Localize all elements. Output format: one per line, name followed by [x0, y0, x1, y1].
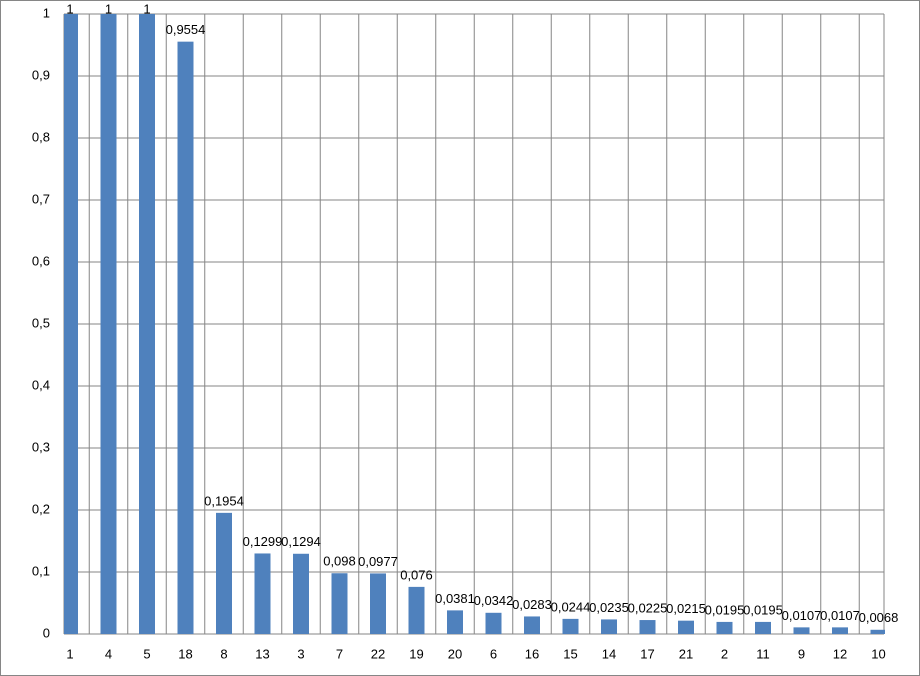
y-tick-label: 0,9 — [32, 67, 50, 82]
x-tick-label: 12 — [833, 646, 847, 661]
value-label: 0,0235 — [589, 600, 629, 615]
x-tick-label: 14 — [602, 646, 616, 661]
bar — [870, 629, 885, 634]
bar — [678, 620, 694, 634]
x-tick-label: 7 — [336, 646, 343, 661]
x-tick-label: 13 — [255, 646, 269, 661]
y-tick-label: 0,6 — [32, 253, 50, 268]
bar — [716, 621, 733, 634]
y-tick-label: 0,4 — [32, 377, 50, 392]
bar — [755, 621, 771, 634]
grid — [63, 13, 885, 635]
x-tick-label: 11 — [756, 646, 770, 661]
value-label: 0,0381 — [435, 591, 475, 606]
bar — [408, 586, 425, 634]
y-tick-label: 0 — [43, 625, 50, 640]
value-label: 0,0225 — [628, 600, 668, 615]
value-label: 1 — [105, 1, 112, 16]
x-tick-label: 5 — [143, 646, 150, 661]
x-tick-label: 19 — [409, 646, 423, 661]
bar — [254, 553, 271, 634]
y-tick-label: 0,7 — [32, 191, 50, 206]
value-label: 0,0068 — [859, 610, 899, 625]
y-tick-label: 0,8 — [32, 129, 50, 144]
x-tick-label: 21 — [679, 646, 693, 661]
value-label: 0,0195 — [743, 602, 783, 617]
value-label: 0,0107 — [820, 608, 860, 623]
x-tick-label: 6 — [490, 646, 497, 661]
bar — [562, 618, 579, 634]
value-label: 0,0215 — [666, 601, 706, 616]
value-label: 0,0342 — [474, 593, 514, 608]
value-label: 0,0107 — [782, 608, 822, 623]
labels: 00,10,20,30,40,50,60,70,80,91114151180,9… — [32, 1, 898, 661]
x-tick-label: 3 — [297, 646, 304, 661]
bar — [370, 573, 386, 634]
x-tick-label: 15 — [563, 646, 577, 661]
bar — [216, 512, 232, 634]
bar — [64, 14, 78, 634]
value-label: 0,0283 — [512, 597, 552, 612]
x-tick-label: 17 — [640, 646, 654, 661]
value-label: 0,1299 — [243, 534, 283, 549]
value-label: 0,0195 — [705, 602, 745, 617]
bar — [639, 620, 656, 634]
bar — [524, 616, 540, 634]
value-label: 0,9554 — [166, 22, 206, 37]
y-tick-label: 0,1 — [32, 563, 50, 578]
x-tick-label: 18 — [178, 646, 192, 661]
bar — [100, 14, 117, 634]
x-tick-label: 8 — [220, 646, 227, 661]
x-tick-label: 16 — [525, 646, 539, 661]
x-tick-label: 4 — [105, 646, 112, 661]
value-label: 0,0244 — [551, 599, 591, 614]
bar — [832, 627, 848, 634]
bar — [331, 573, 348, 634]
value-label: 0,098 — [323, 554, 356, 569]
x-tick-label: 9 — [798, 646, 805, 661]
value-label: 0,0977 — [358, 554, 398, 569]
y-tick-label: 1 — [43, 5, 50, 20]
bar — [601, 619, 617, 634]
value-label: 0,1954 — [204, 493, 244, 508]
y-tick-label: 0,3 — [32, 439, 50, 454]
x-tick-label: 10 — [871, 646, 885, 661]
bar — [793, 627, 810, 634]
y-tick-label: 0,2 — [32, 501, 50, 516]
y-tick-label: 0,5 — [32, 315, 50, 330]
bar — [293, 553, 309, 634]
x-tick-label: 20 — [448, 646, 462, 661]
bar — [447, 610, 463, 634]
x-tick-label: 1 — [66, 646, 73, 661]
value-label: 1 — [143, 1, 150, 16]
bar — [485, 612, 502, 634]
x-tick-label: 22 — [371, 646, 385, 661]
value-label: 1 — [66, 1, 73, 16]
value-label: 0,076 — [400, 567, 433, 582]
bars — [64, 14, 885, 635]
x-tick-label: 2 — [721, 646, 728, 661]
value-label: 0,1294 — [281, 534, 321, 549]
bar — [177, 41, 194, 635]
bar — [139, 14, 155, 634]
